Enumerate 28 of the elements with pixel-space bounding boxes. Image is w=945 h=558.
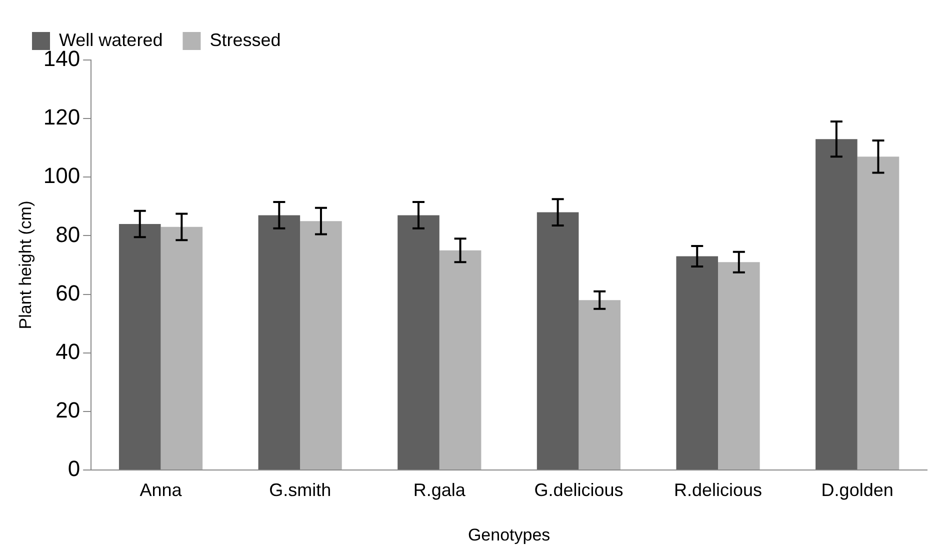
y-tick-label: 120 [43, 104, 80, 130]
x-tick-label: Anna [140, 480, 183, 500]
bar [398, 215, 440, 470]
bar [439, 250, 482, 470]
x-tick-label: R.delicious [674, 480, 762, 500]
y-tick-label: 60 [56, 280, 80, 306]
x-axis-title: Genotypes [468, 525, 550, 544]
x-tick-label: G.delicious [534, 480, 624, 500]
bar [160, 226, 203, 470]
y-tick-label: 0 [68, 456, 80, 482]
y-tick-label: 100 [43, 163, 80, 188]
bar [816, 139, 858, 470]
y-tick-label: 80 [56, 222, 80, 247]
bar [300, 221, 342, 470]
x-tick-label: G.smith [269, 480, 332, 500]
x-tick-label: R.gala [413, 480, 466, 500]
y-tick-label: 40 [56, 338, 80, 364]
bar [676, 256, 718, 470]
bar [258, 215, 300, 470]
legend-label: Stressed [210, 30, 281, 50]
x-tick-label: D.golden [821, 480, 894, 500]
bar [857, 156, 900, 470]
y-axis-title: Plant height (cm) [16, 200, 35, 330]
bar [578, 300, 621, 470]
bar [718, 262, 760, 470]
bar [118, 224, 161, 470]
y-tick-label: 20 [56, 397, 80, 422]
bar [536, 212, 579, 470]
